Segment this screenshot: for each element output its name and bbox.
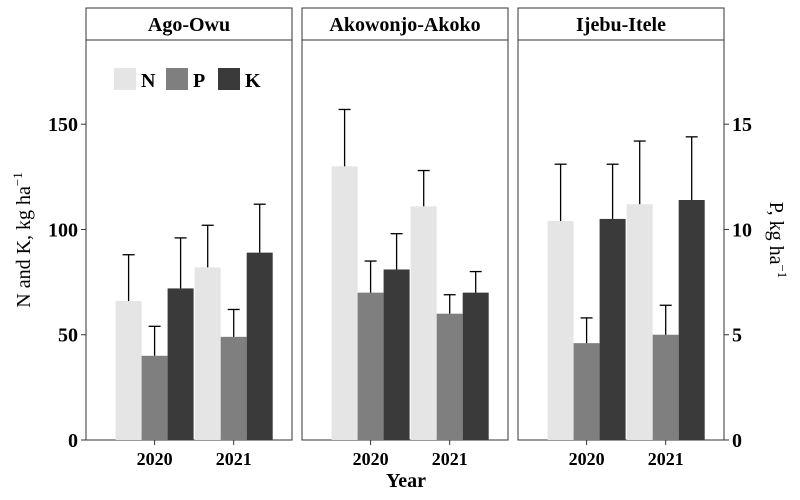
y-axis-left-label-exp: −1 — [10, 172, 25, 186]
panel-title: Ago-Owu — [148, 14, 230, 36]
legend-swatch-P — [166, 68, 188, 90]
x-tick-label: 2020 — [353, 449, 389, 469]
legend-swatch-N — [114, 68, 136, 90]
y-axis-right-label: P, kg ha−1 — [765, 202, 790, 279]
bar-P-2021 — [436, 313, 463, 440]
panel-strip — [517, 7, 725, 41]
legend-label-P: P — [193, 70, 205, 92]
bar-K-2020 — [383, 269, 410, 440]
y-right-tick-label: 15 — [732, 114, 752, 136]
bar-N-2020 — [115, 301, 142, 440]
bar-K-2021 — [462, 292, 489, 440]
x-tick-label: 2021 — [216, 449, 252, 469]
bar-N-2021 — [194, 267, 221, 440]
legend-swatch-K — [218, 68, 240, 90]
bar-K-2021 — [246, 252, 273, 440]
x-axis-label: Year — [386, 470, 426, 492]
x-tick-label: 2020 — [137, 449, 173, 469]
bar-N-2020 — [547, 221, 574, 440]
x-tick-label: 2021 — [648, 449, 684, 469]
bar-P-2021 — [220, 336, 247, 440]
x-tick-label: 2021 — [432, 449, 468, 469]
bar-K-2020 — [167, 288, 194, 440]
panel-strip — [85, 7, 293, 41]
y-left-tick-label: 100 — [48, 219, 78, 241]
bar-N-2021 — [410, 206, 437, 440]
bar-P-2020 — [141, 355, 168, 440]
y-right-tick-label: 10 — [732, 219, 752, 241]
bar-N-2021 — [626, 204, 653, 440]
panel-0: Ago-Owu 2020 2021 — [85, 7, 293, 469]
y-axis-right-label-exp: −1 — [775, 264, 790, 278]
x-tick-label: 2020 — [569, 449, 605, 469]
bar-P-2020 — [573, 343, 600, 440]
y-axis-left-label: N and K, kg ha−1 — [10, 172, 35, 307]
y-left-tick-label: 150 — [48, 114, 78, 136]
y-right-tick-label: 5 — [732, 325, 742, 347]
panel-title: Akowonjo-Akoko — [329, 14, 480, 36]
panel-strip — [301, 7, 509, 41]
y-left-tick-label: 0 — [68, 430, 78, 452]
y-left-tick-label: 50 — [58, 325, 78, 347]
bar-K-2021 — [678, 200, 705, 440]
panel-2: Ijebu-Itele 2020 2021 — [517, 7, 725, 469]
y-right-tick-label: 0 — [732, 430, 742, 452]
y-axis-right-label-text: P, kg ha — [765, 202, 787, 265]
panel-1: Akowonjo-Akoko 2020 2021 — [301, 7, 509, 469]
axes-layer: 0 50 100 150 0 5 10 15 N P K — [48, 68, 752, 452]
bar-K-2020 — [599, 218, 626, 440]
legend-label-K: K — [245, 70, 261, 92]
bar-P-2020 — [357, 292, 384, 440]
legend-label-N: N — [141, 70, 156, 92]
y-axis-left-label-text: N and K, kg ha — [13, 186, 35, 308]
bar-P-2021 — [652, 334, 679, 440]
bar-N-2020 — [331, 166, 358, 440]
panel-title: Ijebu-Itele — [576, 14, 666, 36]
